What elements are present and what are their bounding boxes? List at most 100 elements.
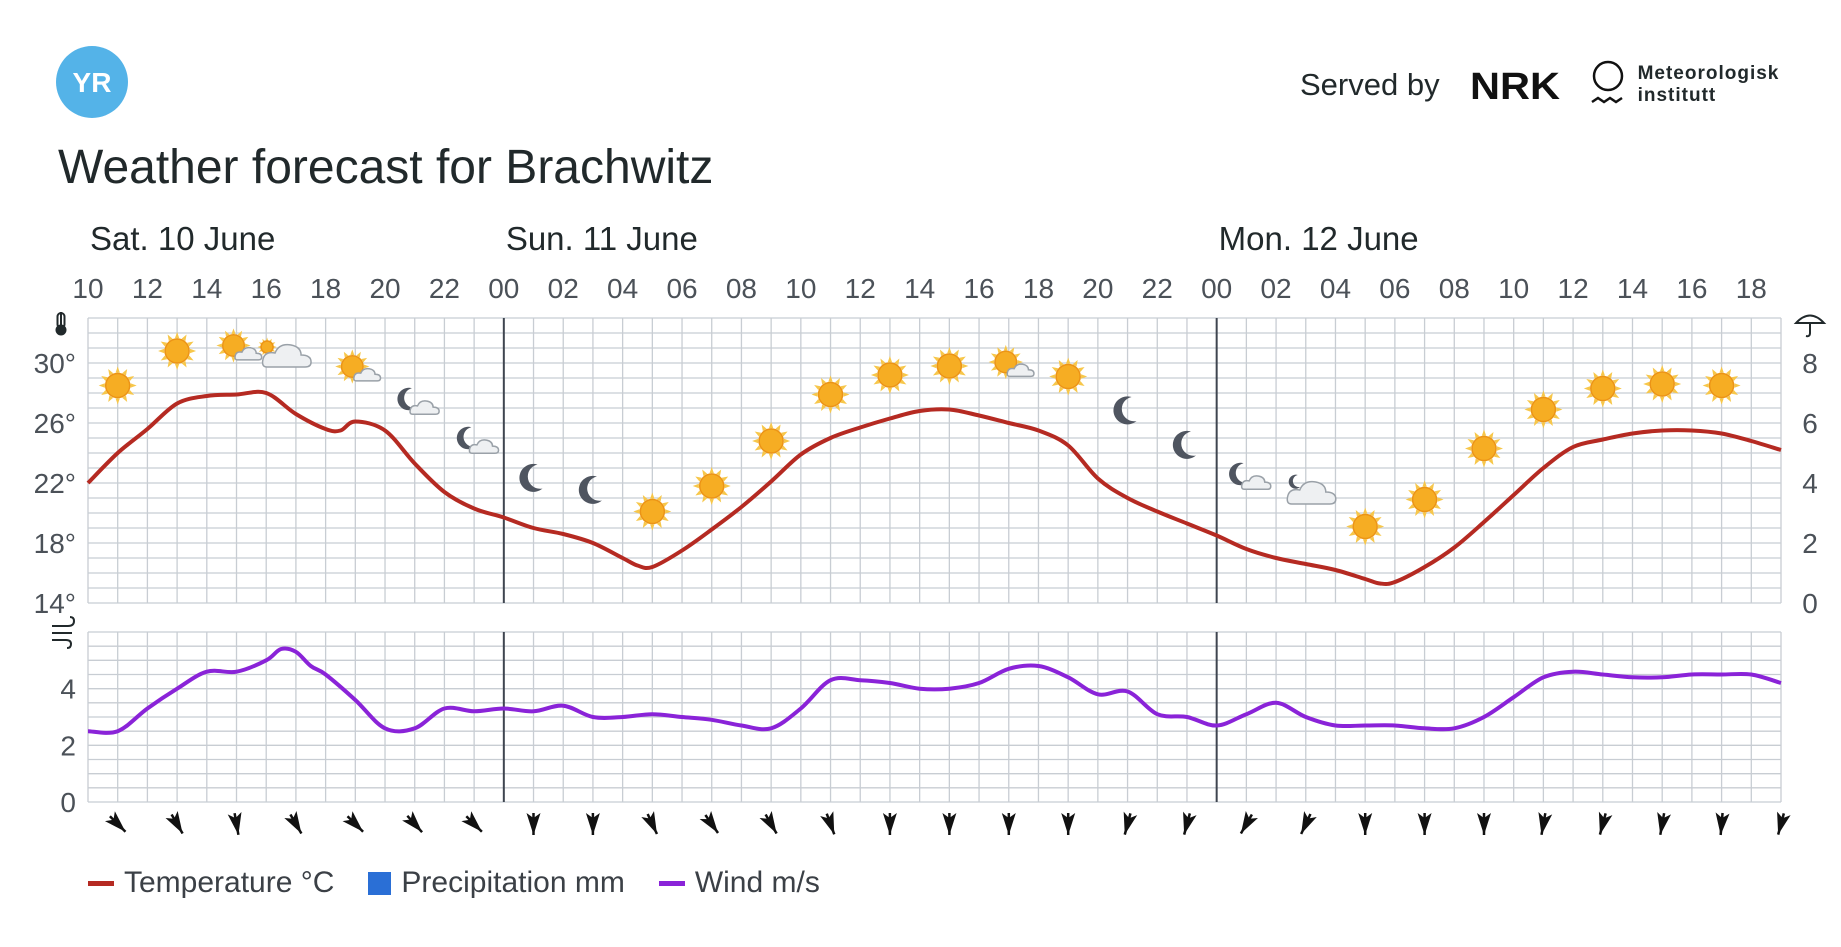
temperature-tick-label: 26° [34,408,76,439]
sun-ray [835,378,840,385]
sun-ray [1600,401,1605,408]
sun-ray [1652,367,1658,374]
legend-label-precipitation: Precipitation mm [401,866,625,899]
sun-ray [1719,366,1724,373]
hour-tick-label: 12 [845,273,876,304]
legend-item-temperature[interactable]: Temperature °C [88,866,334,900]
arrow-head [942,813,957,835]
sun-ray [1375,517,1382,522]
sun-ray [828,375,833,382]
sun-ray [101,376,108,381]
met-institute-logo[interactable]: Meteorologisk institutt [1590,60,1780,110]
arrow-head [1417,813,1432,835]
sun-ray [821,378,826,385]
sun-ray [1726,369,1732,376]
moon-shape [1229,462,1248,486]
wind-direction-arrow [641,811,659,835]
wind-icon [52,616,76,649]
sun-ray [939,349,945,356]
sun-ray [997,371,1002,377]
yr-logo-circle [56,46,128,118]
sun-ray [702,469,708,476]
wind-tick-label: 4 [60,674,76,705]
precipitation-tick-label: 0 [1802,588,1818,619]
sun-ray [1607,372,1613,379]
sun-ray [216,343,222,348]
sun-ray [1408,504,1415,509]
sun-ray [1488,432,1494,439]
sun-ray [635,516,643,521]
sun-rays [158,332,197,370]
hour-tick-label: 00 [488,273,519,304]
wind-direction-arrow [1776,811,1791,835]
sun-ray [811,392,818,397]
hour-tick-label: 18 [1736,273,1767,304]
sun-ray [650,524,655,531]
sun-ray [1355,510,1361,517]
sun-ray [959,370,966,376]
nrk-logo[interactable]: NRK [1470,65,1562,105]
sun-ray [716,496,722,503]
sun-ray [1553,400,1560,405]
moon-icon [578,475,602,504]
arrow-head [641,811,657,834]
yr-logo[interactable]: YR [56,46,128,118]
moon-cloud-icon [1229,462,1272,491]
wind-direction-arrow [1657,811,1672,836]
wind-direction-arrow [104,811,127,833]
sun-ray [873,365,880,371]
sun-ray [1375,531,1382,536]
thermometer-tube [56,312,66,329]
hour-tick-label: 12 [132,273,163,304]
hour-tick-label: 22 [1142,273,1173,304]
sun-ray [988,360,995,364]
sun-ray [633,509,640,514]
sun-ray [894,358,900,365]
sun-ray [187,355,194,361]
hour-tick-label: 06 [1379,273,1410,304]
sun-ray [335,364,341,369]
hour-tick-label: 20 [369,273,400,304]
sun-ray [843,392,850,397]
sun-ray [1672,388,1679,394]
legend-item-wind[interactable]: Wind m/s [658,866,820,900]
sun-ray [947,378,952,385]
sun-ray [997,347,1002,353]
sun-disc [104,372,131,399]
sun-ray [1705,390,1712,395]
sun-ray [754,431,762,437]
arrow-head [461,811,482,832]
sun-icon [98,366,137,405]
moon-cloud-icon [456,426,500,455]
legend-item-precipitation[interactable]: Precipitation mm [368,866,625,900]
sun-ray [1363,507,1368,514]
hour-tick-label: 04 [1320,273,1351,304]
sun-disc [817,381,844,408]
sun-ray [1652,394,1658,401]
cloud-shape [409,400,440,416]
sun-ray [1072,386,1078,393]
sun-ray [1666,394,1672,401]
sun-disc [936,353,963,379]
sun-icon [158,332,197,370]
cloud-shape [1240,475,1272,491]
moon-icon [519,463,543,492]
sun-ray [642,495,648,502]
sun-ray [167,361,173,368]
legend-swatch-temperature [88,880,114,886]
wind-tick-label: 2 [60,730,76,761]
sun-ray [1415,509,1421,516]
sun-disc [639,498,666,525]
sun-ray [662,502,669,507]
sun-rays [811,375,850,414]
sun-ray [695,476,702,482]
hour-tick-label: 10 [1498,273,1529,304]
legend-label-temperature: Temperature °C [124,866,335,899]
sun-ray [1408,490,1415,495]
hour-tick-label: 00 [1201,273,1232,304]
sun-ray [218,336,225,342]
cloud-shape [234,346,263,361]
arrow-head [1715,812,1730,835]
sun-ray [724,483,731,489]
sun-ray [174,332,180,339]
